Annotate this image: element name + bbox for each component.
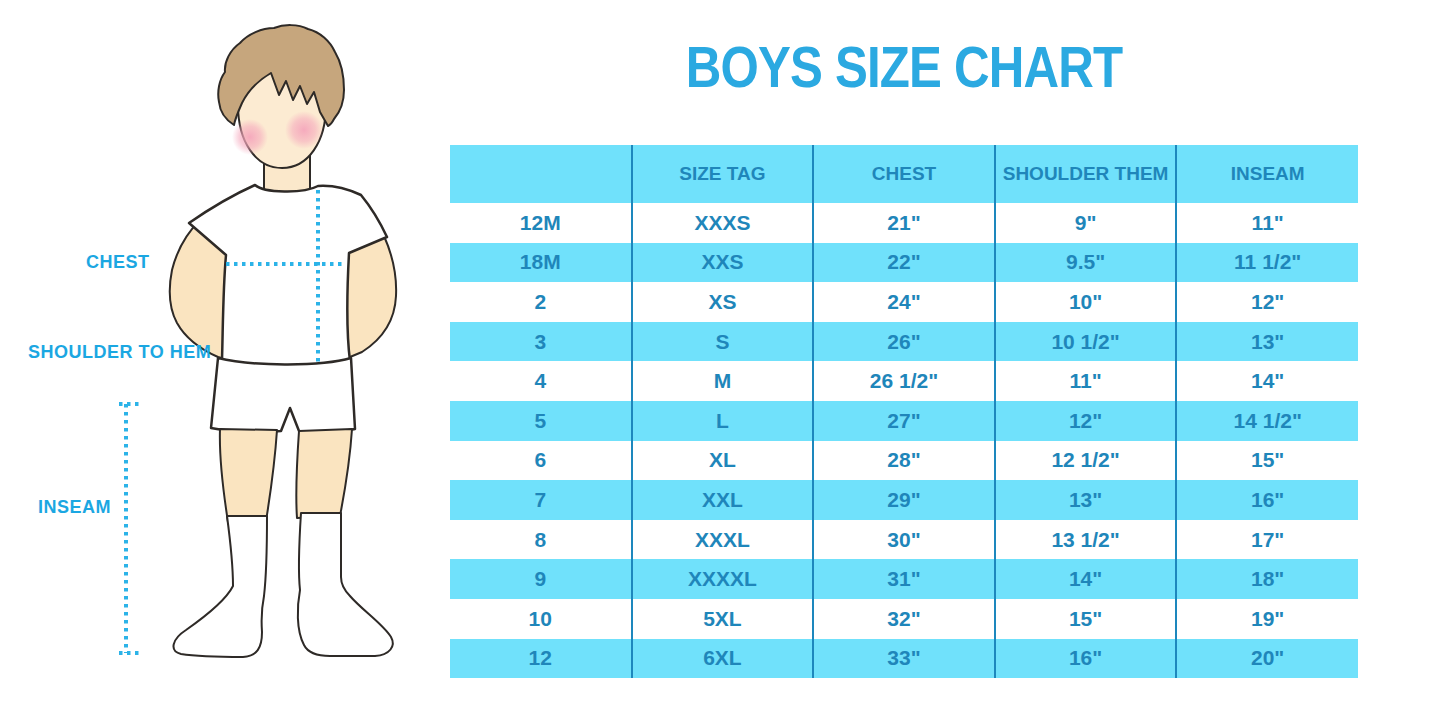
shorts	[211, 358, 355, 432]
table-cell: XXS	[632, 243, 814, 283]
column-header: CHEST	[813, 145, 995, 203]
table-cell: L	[632, 401, 814, 441]
table-cell: 3	[450, 322, 632, 362]
table-cell: 11 1/2"	[1176, 243, 1358, 283]
table-cell: XXXS	[632, 203, 814, 243]
chest-label: CHEST	[86, 252, 150, 273]
table-cell: 16"	[1176, 480, 1358, 520]
table-cell: 10"	[995, 282, 1177, 322]
table-cell: 7	[450, 480, 632, 520]
table-cell: 4	[450, 361, 632, 401]
table-cell: 9	[450, 559, 632, 599]
table-cell: 16"	[995, 639, 1177, 679]
column-header: INSEAM	[1176, 145, 1358, 203]
table-cell: 27"	[813, 401, 995, 441]
table-row: 9XXXXL31"14"18"	[450, 559, 1358, 599]
table-row: 3S26"10 1/2"13"	[450, 322, 1358, 362]
table-cell: 12 1/2"	[995, 441, 1177, 481]
table-cell: 13 1/2"	[995, 520, 1177, 560]
table-cell: 26 1/2"	[813, 361, 995, 401]
table-cell: S	[632, 322, 814, 362]
shoulder-to-hem-label: SHOULDER TO HEM	[28, 342, 211, 363]
table-cell: 14"	[995, 559, 1177, 599]
table-row: 5L27"12"14 1/2"	[450, 401, 1358, 441]
column-header: SHOULDER THEM	[995, 145, 1177, 203]
left-leg	[220, 429, 277, 522]
table-cell: 22"	[813, 243, 995, 283]
table-cell: 12"	[1176, 282, 1358, 322]
table-cell: M	[632, 361, 814, 401]
page-title: BOYS SIZE CHART	[518, 33, 1290, 100]
table-cell: 12M	[450, 203, 632, 243]
inseam-label: INSEAM	[38, 497, 111, 518]
cheek-right-blush	[285, 111, 323, 149]
table-cell: 10	[450, 599, 632, 639]
table-cell: 30"	[813, 520, 995, 560]
table-row: 18MXXS22"9.5"11 1/2"	[450, 243, 1358, 283]
table-row: 105XL32"15"19"	[450, 599, 1358, 639]
table-row: 12MXXXS21"9"11"	[450, 203, 1358, 243]
table-cell: 12	[450, 639, 632, 679]
table-row: 6XL28"12 1/2"15"	[450, 441, 1358, 481]
table-row: 126XL33"16"20"	[450, 639, 1358, 679]
table-cell: 18"	[1176, 559, 1358, 599]
table-cell: 29"	[813, 480, 995, 520]
table-cell: 5XL	[632, 599, 814, 639]
table-cell: 17"	[1176, 520, 1358, 560]
table-row: 4M26 1/2"11"14"	[450, 361, 1358, 401]
table-cell: 32"	[813, 599, 995, 639]
table-cell: 11"	[995, 361, 1177, 401]
table-cell: 13"	[995, 480, 1177, 520]
table-cell: 31"	[813, 559, 995, 599]
table-cell: 6XL	[632, 639, 814, 679]
table-cell: 15"	[995, 599, 1177, 639]
table-cell: 10 1/2"	[995, 322, 1177, 362]
table-cell: XXXL	[632, 520, 814, 560]
table-cell: 33"	[813, 639, 995, 679]
cheek-left-blush	[232, 119, 268, 155]
table-row: 2XS24"10"12"	[450, 282, 1358, 322]
size-chart-table: SIZE TAGCHESTSHOULDER THEMINSEAM 12MXXXS…	[450, 145, 1358, 678]
table-cell: 15"	[1176, 441, 1358, 481]
table-cell: XXL	[632, 480, 814, 520]
table-cell: 8	[450, 520, 632, 560]
table-cell: 12"	[995, 401, 1177, 441]
left-sock	[174, 516, 267, 657]
table-cell: 6	[450, 441, 632, 481]
column-header	[450, 145, 632, 203]
table-cell: 26"	[813, 322, 995, 362]
table-cell: 24"	[813, 282, 995, 322]
table-header: SIZE TAGCHESTSHOULDER THEMINSEAM	[450, 145, 1358, 203]
table-cell: 19"	[1176, 599, 1358, 639]
table-cell: 28"	[813, 441, 995, 481]
table-cell: 21"	[813, 203, 995, 243]
table-cell: 20"	[1176, 639, 1358, 679]
table-cell: 9.5"	[995, 243, 1177, 283]
right-leg	[296, 429, 352, 518]
table-cell: 14"	[1176, 361, 1358, 401]
table-cell: 14 1/2"	[1176, 401, 1358, 441]
table-cell: 11"	[1176, 203, 1358, 243]
table-row: 7XXL29"13"16"	[450, 480, 1358, 520]
table-cell: 18M	[450, 243, 632, 283]
table-cell: 2	[450, 282, 632, 322]
table-cell: 5	[450, 401, 632, 441]
right-sock	[298, 513, 393, 656]
table-cell: XL	[632, 441, 814, 481]
table-cell: XS	[632, 282, 814, 322]
table-cell: 13"	[1176, 322, 1358, 362]
table-cell: 9"	[995, 203, 1177, 243]
table-row: 8XXXL30"13 1/2"17"	[450, 520, 1358, 560]
table-cell: XXXXL	[632, 559, 814, 599]
column-header: SIZE TAG	[632, 145, 814, 203]
